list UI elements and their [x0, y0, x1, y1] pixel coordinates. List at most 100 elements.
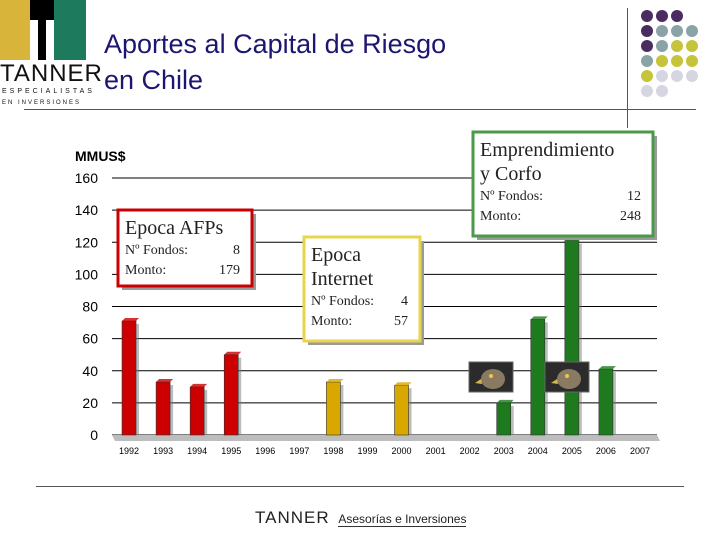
x-tick-label: 2005: [562, 446, 582, 456]
annotation-title: Emprendimiento: [480, 139, 614, 161]
y-tick-label: 20: [82, 395, 98, 411]
y-tick-label: 0: [90, 427, 98, 443]
bar-1992: [121, 320, 137, 436]
decor-dot: [686, 55, 698, 67]
decor-dot: [656, 85, 668, 97]
decor-dot: [656, 70, 668, 82]
slide-title-line-2: en Chile: [104, 65, 204, 95]
bar-1998: [326, 381, 341, 436]
annotation-fondos-label: Nº Fondos:: [125, 243, 188, 258]
annotation-fondos-value: 4: [401, 294, 408, 309]
x-tick-label: 2003: [494, 446, 514, 456]
annotation-monto-value: 57: [394, 314, 408, 329]
y-tick-label: 100: [75, 266, 99, 282]
decor-dot: [656, 10, 668, 22]
logo-tagline-1: ESPECIALISTAS: [2, 88, 95, 95]
y-tick-label: 160: [75, 170, 99, 186]
bar-1994: [189, 386, 205, 436]
bar-top: [156, 378, 174, 382]
annotation-monto-label: Monto:: [125, 263, 166, 278]
annotation-title: Epoca AFPs: [125, 217, 224, 239]
decor-dot: [671, 10, 683, 22]
decor-dot: [641, 40, 653, 52]
bar-top: [394, 382, 412, 386]
x-tick-label: 1993: [153, 446, 173, 456]
bar-2003: [496, 402, 512, 436]
annotation-fondos-label: Nº Fondos:: [311, 294, 374, 309]
decor-dot: [641, 55, 653, 67]
bar-2000: [394, 384, 409, 436]
annotation-monto-value: 179: [219, 263, 240, 278]
annotation-fondos-label: Nº Fondos:: [480, 189, 543, 204]
decor-dot: [641, 25, 653, 37]
bar-2006: [598, 368, 614, 436]
x-tick-label: 2007: [630, 446, 650, 456]
logo-tagline-2: EN INVERSIONES: [2, 100, 82, 106]
annotation-fondos-value: 8: [233, 243, 240, 258]
decor-dot: [686, 70, 698, 82]
decor-dot: [641, 10, 653, 22]
header-horizontal-divider: [24, 109, 696, 110]
eagle-head: [481, 369, 505, 389]
annotation-monto-label: Monto:: [480, 209, 521, 224]
annotation-box: [302, 235, 422, 343]
x-tick-label: 1995: [221, 446, 241, 456]
decor-dot: [656, 40, 668, 52]
x-tick-label: 1997: [289, 446, 309, 456]
footer-brand: TANNER: [255, 508, 330, 527]
x-tick-label: 2001: [426, 446, 446, 456]
x-tick-label: 2002: [460, 446, 480, 456]
bar-top: [326, 378, 344, 382]
decor-dot: [686, 25, 698, 37]
footer-subtitle: Asesorías e Inversiones: [338, 512, 467, 527]
bar-2004: [530, 319, 546, 436]
header-vertical-divider: [627, 8, 628, 128]
annotation-box: [471, 130, 655, 238]
x-tick-label: 1996: [255, 446, 275, 456]
eagle-eye: [565, 374, 569, 378]
x-tick-label: 1994: [187, 446, 207, 456]
decor-dot: [641, 85, 653, 97]
bar-top: [224, 351, 242, 355]
footer: TANNER Asesorías e Inversiones: [255, 508, 467, 528]
chart-floor: [112, 435, 660, 441]
logo-block-yellow: [0, 0, 30, 60]
footer-divider: [36, 486, 684, 487]
y-tick-label: 60: [82, 331, 98, 347]
x-tick-label: 1998: [323, 446, 343, 456]
x-tick-label: 2004: [528, 446, 548, 456]
y-axis-label: MMUS$: [75, 148, 126, 164]
x-tick-label: 1999: [357, 446, 377, 456]
decor-dot: [686, 40, 698, 52]
y-tick-label: 140: [75, 202, 99, 218]
bar-top: [496, 399, 514, 403]
bar-top: [190, 383, 208, 387]
annotation-fondos-value: 12: [627, 189, 641, 204]
bar-top: [122, 317, 140, 321]
eagle-beak: [551, 379, 558, 384]
annotation-title: Internet: [311, 268, 374, 290]
decor-dot: [656, 55, 668, 67]
tanner-logo: TANNER ESPECIALISTAS EN INVERSIONES: [0, 0, 102, 110]
eagle-eye: [489, 374, 493, 378]
bar-2005: [564, 240, 580, 436]
decor-dot: [656, 25, 668, 37]
eagle-head: [557, 369, 581, 389]
slide-title: Aportes al Capital de Riesgo en Chile: [104, 26, 446, 98]
decor-dot: [641, 70, 653, 82]
logo-word: TANNER: [0, 60, 103, 87]
y-tick-label: 80: [82, 299, 98, 315]
bar-1995: [223, 354, 239, 436]
x-tick-label: 1992: [119, 446, 139, 456]
logo-block-green: [54, 0, 86, 60]
annotation-monto-value: 248: [620, 209, 641, 224]
bar-top: [598, 366, 616, 370]
y-tick-label: 120: [75, 234, 99, 250]
y-tick-label: 40: [82, 363, 98, 379]
decor-dot: [671, 40, 683, 52]
eagle-beak: [475, 379, 482, 384]
decorative-dot-grid: [641, 10, 720, 110]
bar-chart: 0 20 40 60 80 100 120 140 160 MMUS$ 1992 1993 1994 19…: [75, 130, 660, 456]
annotation-box: [116, 208, 254, 288]
decor-dot: [671, 25, 683, 37]
